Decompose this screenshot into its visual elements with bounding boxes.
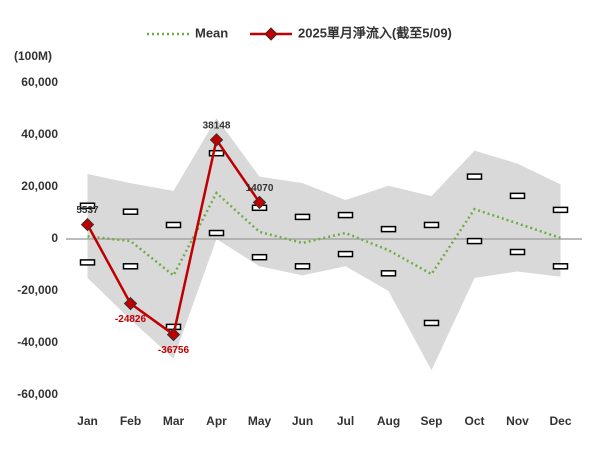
y-tick-label: 0 bbox=[51, 231, 58, 245]
x-tick-label: Sep bbox=[420, 414, 442, 428]
x-tick-label: Jun bbox=[292, 414, 313, 428]
data-label: 38148 bbox=[203, 120, 231, 131]
point bbox=[123, 296, 138, 311]
range-marker bbox=[509, 192, 526, 200]
range-marker bbox=[294, 213, 311, 221]
point bbox=[166, 327, 181, 342]
range-marker bbox=[122, 263, 139, 270]
range-marker bbox=[251, 253, 268, 261]
range-marker bbox=[79, 259, 96, 266]
x-tick-label: Mar bbox=[163, 414, 185, 428]
x-tick-label: Jul bbox=[337, 414, 354, 428]
range-band bbox=[87, 118, 561, 371]
x-tick-label: Nov bbox=[506, 414, 529, 428]
legend-marker bbox=[264, 27, 278, 41]
data-label: -36756 bbox=[158, 345, 190, 356]
y-tick-label: -60,000 bbox=[17, 387, 58, 401]
range-marker bbox=[380, 225, 397, 233]
range-marker bbox=[466, 173, 483, 180]
range-marker bbox=[337, 250, 354, 258]
point bbox=[209, 133, 224, 147]
range-marker bbox=[423, 319, 440, 327]
range-marker bbox=[337, 211, 354, 219]
range-marker bbox=[380, 270, 397, 277]
range-marker bbox=[122, 208, 139, 215]
x-tick-label: Aug bbox=[377, 414, 400, 428]
range-marker bbox=[509, 248, 526, 256]
data-label: 14070 bbox=[246, 183, 274, 194]
range-marker bbox=[552, 206, 569, 214]
data-label: 5537 bbox=[76, 205, 99, 216]
range-marker bbox=[552, 263, 569, 270]
x-tick-label: Apr bbox=[206, 414, 227, 428]
x-tick-label: May bbox=[248, 414, 272, 428]
y-tick-label: -20,000 bbox=[17, 283, 58, 297]
x-tick-label: Jan bbox=[77, 414, 98, 428]
point bbox=[252, 195, 267, 210]
range-marker bbox=[79, 202, 96, 209]
y-tick-label: -40,000 bbox=[17, 335, 58, 349]
legend-label: Mean bbox=[195, 25, 228, 40]
y-tick-label: 40,000 bbox=[21, 127, 58, 141]
range-marker bbox=[423, 221, 440, 229]
y-axis-label: (100M) bbox=[14, 49, 52, 63]
data-label: -24826 bbox=[115, 314, 147, 325]
series-line bbox=[87, 190, 561, 278]
x-tick-label: Feb bbox=[120, 414, 141, 428]
x-tick-label: Dec bbox=[549, 414, 571, 428]
range-marker bbox=[294, 263, 311, 270]
range-marker bbox=[208, 229, 225, 237]
y-tick-label: 60,000 bbox=[21, 75, 58, 89]
range-marker bbox=[466, 237, 483, 245]
range-marker bbox=[208, 149, 225, 157]
point bbox=[80, 217, 95, 232]
legend-label: 2025單月淨流入(截至5/09) bbox=[298, 25, 452, 40]
range-marker bbox=[165, 221, 182, 229]
x-tick-label: Oct bbox=[464, 414, 484, 428]
y-tick-label: 20,000 bbox=[21, 179, 58, 193]
